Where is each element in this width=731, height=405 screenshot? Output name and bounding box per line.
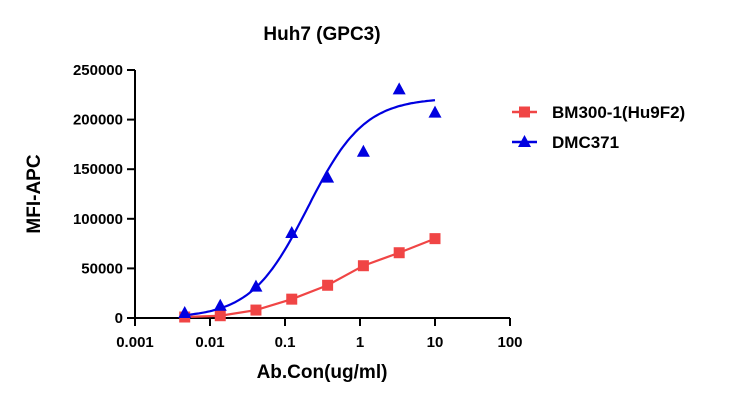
plot-area (178, 82, 442, 323)
x-tick-label: 0.01 (195, 334, 224, 351)
y-axis-label: MFI-APC (24, 154, 45, 233)
data-point (249, 279, 263, 292)
x-tick-label: 0.1 (275, 334, 296, 351)
data-point (250, 304, 262, 316)
series-1 (178, 82, 442, 319)
data-point (357, 260, 369, 272)
y-tick-label: 0 (115, 310, 123, 327)
y-tick-label: 200000 (73, 112, 123, 129)
y-tick-label: 150000 (73, 161, 123, 178)
series-0 (179, 233, 441, 323)
data-point (178, 306, 192, 319)
data-point (286, 293, 298, 305)
y-tick-label: 100000 (73, 211, 123, 228)
data-point (285, 225, 299, 238)
data-point (356, 144, 370, 157)
data-point (321, 170, 335, 183)
legend-label: DMC371 (552, 133, 619, 152)
data-point (428, 105, 442, 118)
data-point (322, 279, 334, 291)
data-point (392, 82, 406, 95)
data-point (213, 298, 227, 311)
legend-marker (518, 135, 531, 147)
chart-title: Huh7 (GPC3) (263, 24, 380, 45)
x-tick-label: 100 (497, 334, 522, 351)
legend-marker (519, 106, 530, 118)
data-point (393, 247, 405, 259)
x-tick-label: 10 (427, 334, 444, 351)
x-tick-label: 1 (356, 334, 364, 351)
axes: 0 50000 100000 150000 200000 250000 0.001 0.01 0… (73, 62, 523, 351)
series-line (184, 237, 436, 319)
x-axis-label: Ab.Con(ug/ml) (257, 362, 388, 383)
series-line (184, 99, 436, 317)
y-tick-label: 50000 (81, 260, 123, 277)
legend-label: BM300-1(Hu9F2) (552, 103, 685, 122)
legend: BM300-1(Hu9F2) DMC371 (512, 103, 685, 152)
y-tick-label: 250000 (73, 62, 123, 79)
data-point (214, 310, 226, 322)
x-tick-label: 0.001 (116, 334, 154, 351)
data-point (429, 233, 441, 245)
